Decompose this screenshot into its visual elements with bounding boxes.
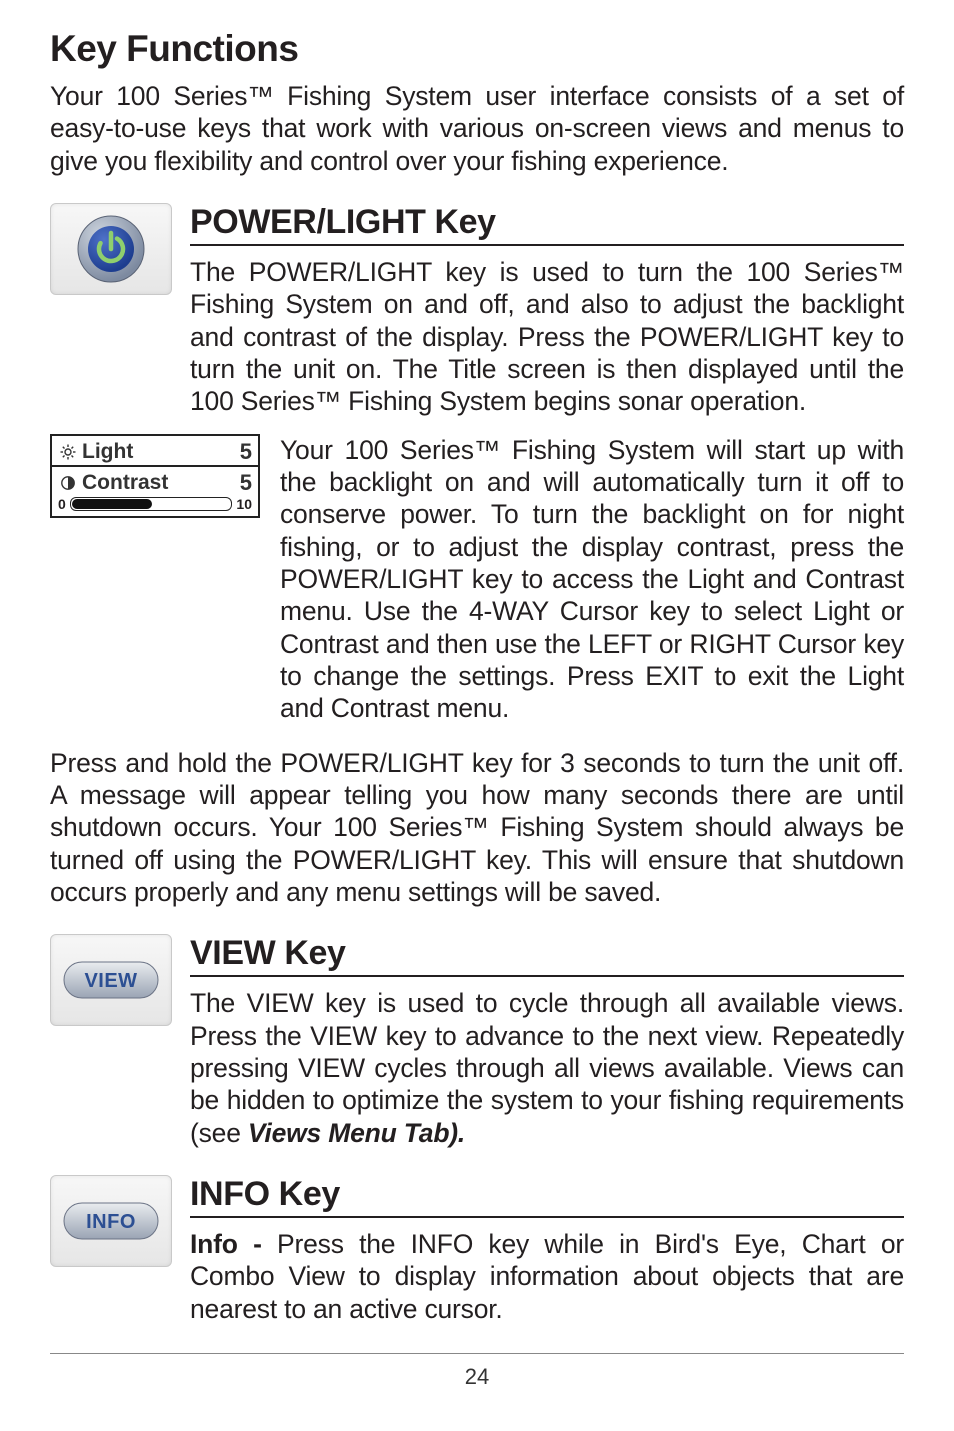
intro-paragraph: Your 100 Series™ Fishing System user int…	[50, 80, 904, 177]
info-lead: Info -	[190, 1229, 277, 1259]
info-rule	[190, 1216, 904, 1218]
page: Key Functions Your 100 Series™ Fishing S…	[0, 0, 954, 1410]
menu-light-label: Light	[82, 440, 133, 464]
view-paragraph-ref: Views Menu Tab).	[248, 1118, 465, 1148]
view-paragraph: The VIEW key is used to cycle through al…	[190, 987, 904, 1149]
power-heading: POWER/LIGHT Key	[190, 203, 904, 242]
view-button-label: VIEW	[84, 970, 137, 992]
info-icon: INFO	[61, 1197, 161, 1245]
section-view: VIEW VIEW Key The VIEW key is used to cy…	[50, 934, 904, 1149]
slider-track	[70, 497, 233, 511]
menu-light-row: Light 5	[52, 436, 258, 465]
menu-contrast-label: Contrast	[82, 471, 168, 495]
power-icon	[75, 213, 147, 285]
section-power-light: POWER/LIGHT Key The POWER/LIGHT key is u…	[50, 203, 904, 908]
view-heading-row: VIEW VIEW Key The VIEW key is used to cy…	[50, 934, 904, 1149]
menu-contrast-value: 5	[240, 470, 252, 496]
contrast-icon	[58, 475, 78, 491]
menu-contrast-row: Contrast 5	[52, 465, 258, 496]
info-button-label: INFO	[86, 1211, 136, 1233]
power-rule	[190, 244, 904, 246]
view-heading-col: VIEW Key The VIEW key is used to cycle t…	[190, 934, 904, 1149]
view-button-icon: VIEW	[50, 934, 172, 1026]
power-paragraph-1: The POWER/LIGHT key is used to turn the …	[190, 256, 904, 418]
page-title: Key Functions	[50, 28, 904, 70]
info-paragraph: Info - Press the INFO key while in Bird'…	[190, 1228, 904, 1325]
footer-rule	[50, 1353, 904, 1354]
section-info: INFO INFO Key Info - Press the INFO key …	[50, 1175, 904, 1325]
power-paragraph-2: Your 100 Series™ Fishing System will sta…	[280, 434, 904, 725]
sun-icon	[58, 444, 78, 460]
view-icon: VIEW	[61, 956, 161, 1004]
power-heading-col: POWER/LIGHT Key The POWER/LIGHT key is u…	[190, 203, 904, 418]
slider-max: 10	[236, 496, 252, 512]
slider-fill	[72, 499, 152, 509]
power-menu-row: Light 5 Contrast 5 0 10	[50, 434, 904, 725]
power-heading-row: POWER/LIGHT Key The POWER/LIGHT key is u…	[50, 203, 904, 418]
view-heading: VIEW Key	[190, 934, 904, 973]
power-button-icon	[50, 203, 172, 295]
menu-slider-row: 0 10	[52, 496, 258, 516]
power-paragraph-3: Press and hold the POWER/LIGHT key for 3…	[50, 747, 904, 909]
view-rule	[190, 975, 904, 977]
light-contrast-menu: Light 5 Contrast 5 0 10	[50, 434, 260, 518]
menu-light-value: 5	[240, 439, 252, 465]
page-number: 24	[50, 1364, 904, 1390]
info-heading: INFO Key	[190, 1175, 904, 1214]
info-button-icon: INFO	[50, 1175, 172, 1267]
slider-min: 0	[58, 496, 66, 512]
info-heading-row: INFO INFO Key Info - Press the INFO key …	[50, 1175, 904, 1325]
info-heading-col: INFO Key Info - Press the INFO key while…	[190, 1175, 904, 1325]
info-text: Press the INFO key while in Bird's Eye, …	[190, 1229, 904, 1324]
